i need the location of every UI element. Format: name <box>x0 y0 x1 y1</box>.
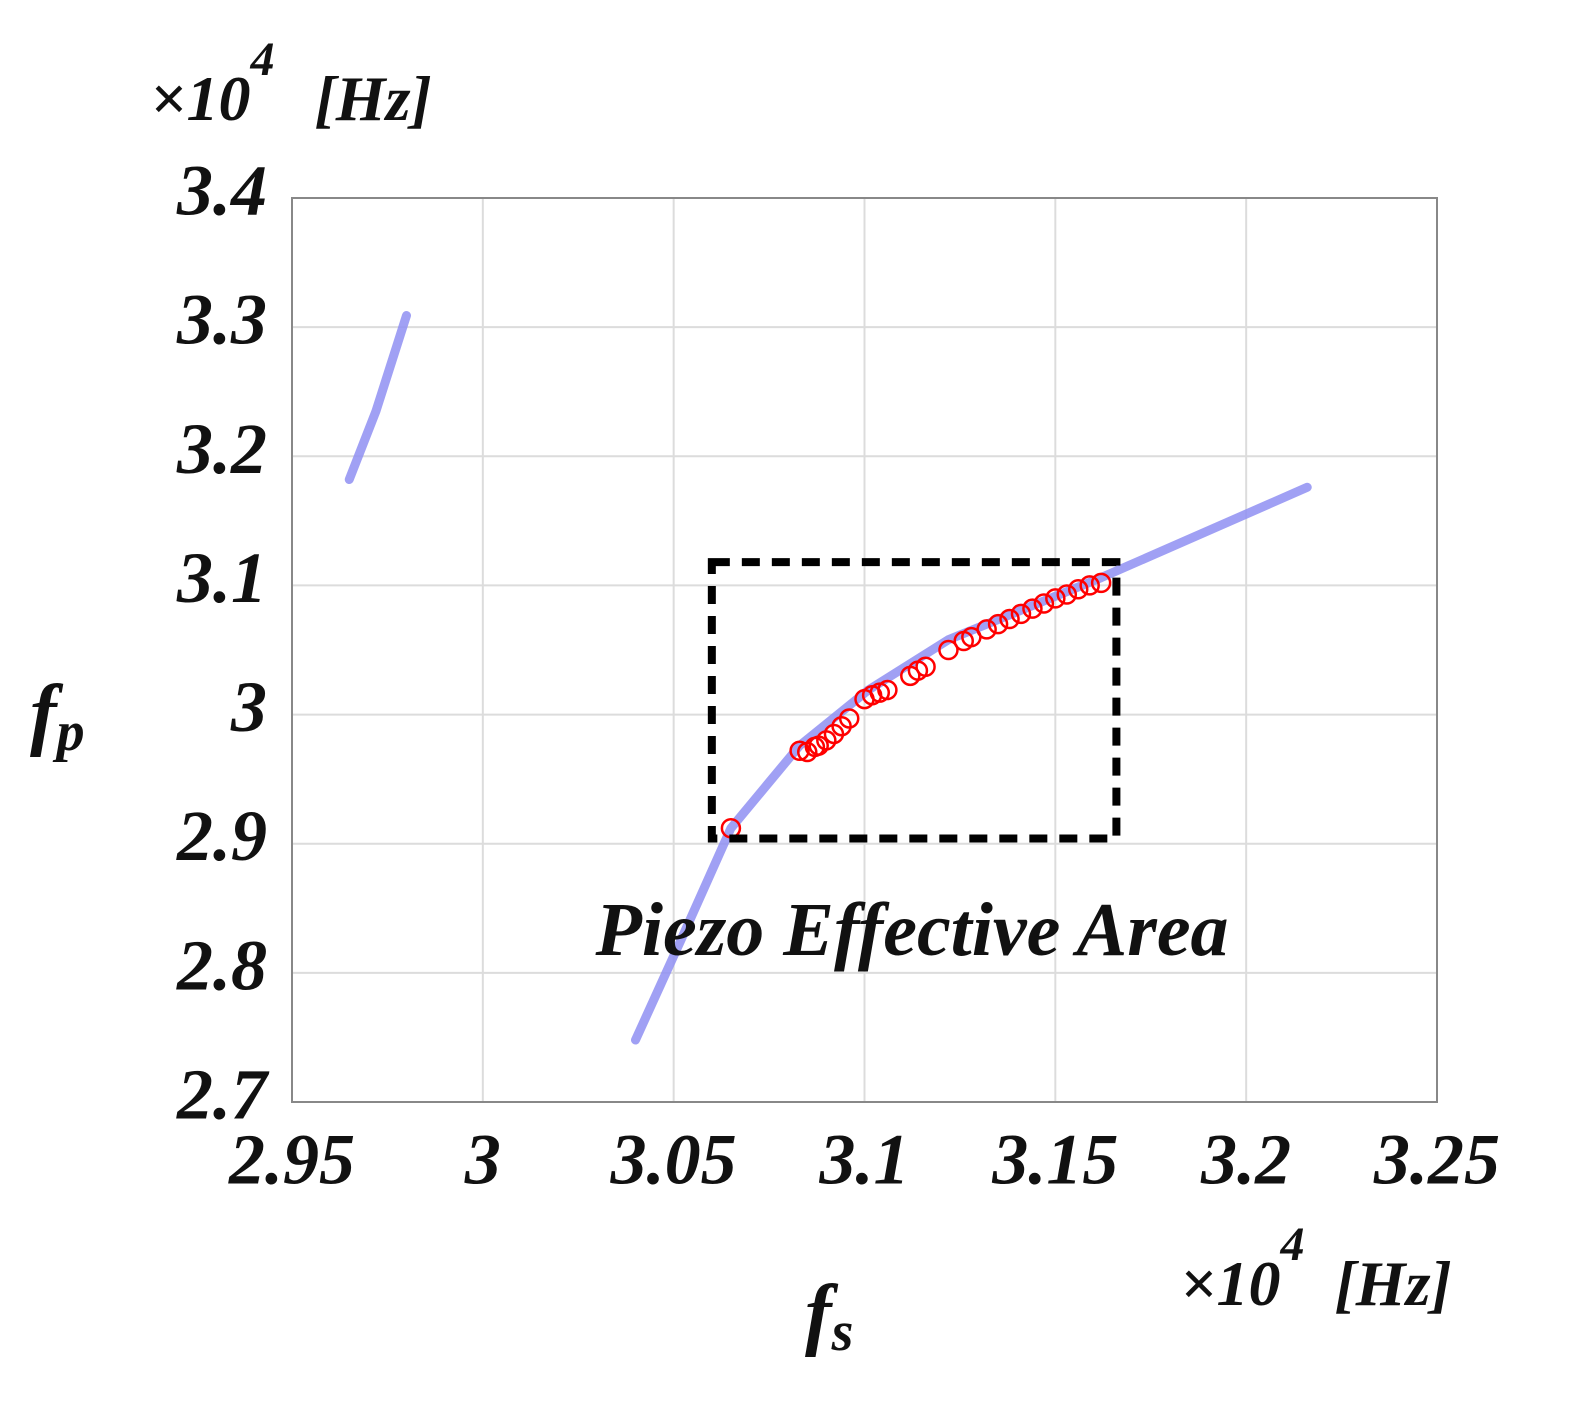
point <box>938 639 959 661</box>
point <box>1079 575 1100 596</box>
highlight-box <box>707 558 1121 843</box>
y-tick-label: 2.7 <box>176 1055 270 1135</box>
point <box>976 619 997 640</box>
x-tick-label: 3.05 <box>610 1120 737 1200</box>
point <box>915 656 936 678</box>
x-multiplier: ×104 [Hz] <box>1180 1218 1452 1319</box>
point <box>1090 572 1112 594</box>
y-tick-label: 2.8 <box>176 925 267 1005</box>
y-tick-label: 3.2 <box>176 409 267 489</box>
x-tick-label: 3.1 <box>819 1120 910 1200</box>
point <box>789 740 810 761</box>
curve <box>344 311 1312 1045</box>
x-axis-label: fs <box>805 1270 853 1363</box>
y-multiplier-unit: [Hz] <box>314 63 431 134</box>
point <box>1033 593 1055 614</box>
y-tick-label: 3.1 <box>176 538 267 618</box>
x-tick-label: 3.15 <box>991 1120 1118 1200</box>
x-label-sub: s <box>831 1301 854 1363</box>
point <box>1056 584 1078 605</box>
plot-border <box>291 197 1438 1103</box>
point <box>1010 603 1032 625</box>
x-multiplier-exponent: 4 <box>1279 1218 1304 1271</box>
y-tick-label: 3 <box>230 667 267 747</box>
point <box>1045 588 1066 609</box>
point <box>877 679 898 701</box>
x-tick-label: 3.2 <box>1200 1120 1291 1200</box>
annotation: Piezo Effective Area <box>594 888 1228 972</box>
y-tick-label: 3.4 <box>176 151 267 231</box>
y-tick-label: 2.9 <box>176 796 267 876</box>
point <box>999 608 1020 630</box>
y-multiplier-base: ×10 <box>150 63 250 134</box>
y-label-sub: p <box>53 701 85 763</box>
y-multiplier: ×104 [Hz] <box>150 33 432 134</box>
point <box>1067 579 1089 600</box>
x-tick-label: 3 <box>464 1120 501 1200</box>
y-axis-label: fp <box>30 670 85 763</box>
point <box>1022 598 1043 619</box>
point <box>838 708 860 729</box>
x-tick-label: 2.95 <box>228 1120 355 1200</box>
x-multiplier-unit: [Hz] <box>1334 1248 1451 1319</box>
point <box>987 613 1009 635</box>
x-tick-label: 3.25 <box>1373 1120 1500 1200</box>
y-multiplier-exponent: 4 <box>249 33 274 86</box>
y-tick-label: 3.3 <box>176 280 267 360</box>
x-multiplier-base: ×10 <box>1180 1248 1280 1319</box>
